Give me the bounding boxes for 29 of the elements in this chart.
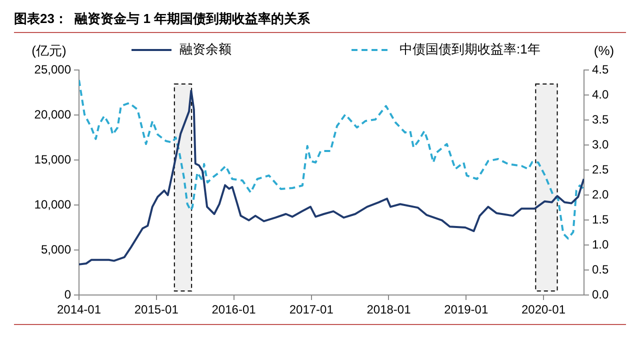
- chart-title: 图表23： 融资资金与 1 年期国债到期收益率的关系: [14, 10, 626, 33]
- x-tick-label: 2014-01: [56, 302, 102, 317]
- y2-tick-label: 1.5: [592, 212, 610, 226]
- legend-label: 融资余额: [180, 42, 232, 57]
- y-tick-label: 0: [64, 287, 72, 302]
- x-tick-label: 2016-01: [212, 302, 256, 317]
- y2-tick-label: 2.5: [592, 162, 610, 176]
- y2-tick-label: 3.5: [592, 112, 610, 126]
- y2-tick-label: 4.0: [592, 87, 610, 102]
- y-tick-label: 25,000: [34, 62, 72, 76]
- y2-tick-label: 0.0: [592, 287, 610, 302]
- x-tick-label: 2015-01: [134, 302, 179, 317]
- x-tick-label: 2020-01: [521, 302, 566, 317]
- y2-tick-label: 1.0: [592, 237, 610, 252]
- y-tick-label: 5,000: [40, 242, 72, 256]
- y-tick-label: 15,000: [34, 152, 72, 166]
- line-series: [79, 79, 584, 240]
- y-axis-title: (亿元): [32, 43, 66, 58]
- y2-tick-label: 3.0: [592, 137, 610, 152]
- y2-tick-label: 4.5: [592, 62, 610, 76]
- y-tick-label: 20,000: [34, 107, 72, 122]
- x-tick-label: 2019-01: [444, 302, 488, 317]
- x-tick-label: 2018-01: [366, 302, 412, 317]
- y2-tick-label: 0.5: [592, 262, 610, 276]
- y2-axis-title: (%): [594, 43, 614, 58]
- x-tick-label: 2017-01: [289, 302, 334, 317]
- y2-tick-label: 2.0: [592, 187, 610, 202]
- legend-label: 中债国债到期收益率:1年: [400, 42, 540, 57]
- y-tick-label: 10,000: [34, 197, 72, 212]
